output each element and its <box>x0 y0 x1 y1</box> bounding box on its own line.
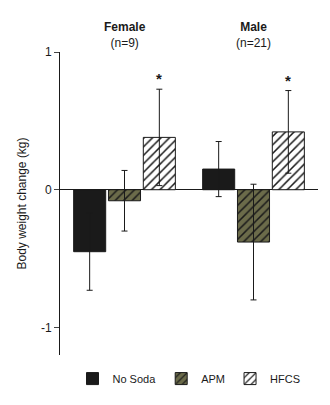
svg-text:APM: APM <box>201 373 225 385</box>
svg-text:0: 0 <box>45 183 52 197</box>
svg-text:HFCS: HFCS <box>270 373 300 385</box>
svg-text:Female(n=9): Female(n=9) <box>104 20 146 50</box>
svg-text:1: 1 <box>45 45 52 59</box>
svg-text:Body weight change (kg): Body weight change (kg) <box>15 137 29 269</box>
svg-text:*: * <box>156 70 162 87</box>
svg-text:-1: -1 <box>41 321 52 335</box>
svg-text:Male(n=21): Male(n=21) <box>236 20 271 50</box>
svg-text:*: * <box>285 72 291 89</box>
svg-text:No Soda: No Soda <box>113 373 157 385</box>
